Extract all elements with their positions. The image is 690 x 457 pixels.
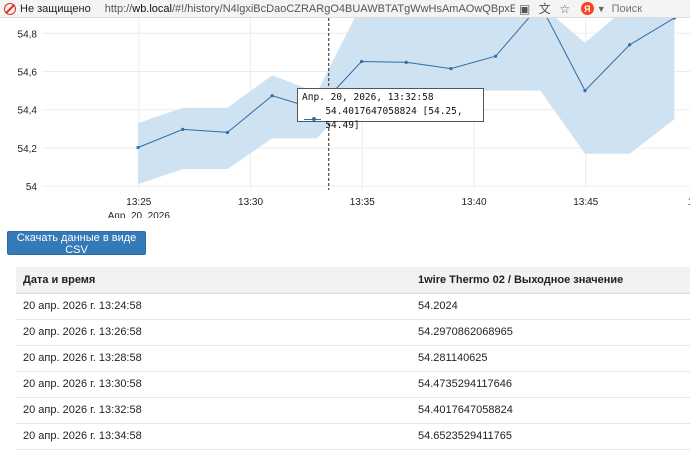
table-row: 20 апр. 2026 г. 13:28:58 54.281140625: [16, 345, 690, 371]
shield-warning-icon: [4, 3, 16, 15]
cell-value: 54.2970862068965: [411, 319, 690, 345]
x-tick-label: 13:40: [461, 197, 486, 208]
y-tick-label: 54,8: [18, 29, 38, 40]
cell-datetime: 20 апр. 2026 г. 13:26:58: [16, 319, 411, 345]
security-indicator[interactable]: Не защищено: [0, 0, 91, 18]
cell-value: 54.281140625: [411, 345, 690, 371]
url-scheme: http://: [105, 3, 133, 15]
x-tick-label: 13:30: [238, 197, 263, 208]
translate-icon[interactable]: 文: [535, 0, 555, 18]
yandex-logo: Я: [581, 2, 594, 15]
address-bar[interactable]: http://wb.local/#!/history/N4lgxiBcDaoCZ…: [105, 3, 515, 15]
cell-value: 54.4017647058824: [411, 397, 690, 423]
table-row: 20 апр. 2026 г. 13:24:58 54.2024: [16, 293, 690, 319]
data-point: [271, 94, 274, 97]
data-point: [494, 55, 497, 58]
url-host: wb.local: [132, 3, 172, 15]
security-label: Не защищено: [20, 3, 91, 15]
x-tick-sublabel: Апр. 20, 2026: [108, 211, 171, 218]
cell-datetime: 20 апр. 2026 г. 13:30:58: [16, 371, 411, 397]
y-tick-label: 54,4: [18, 106, 38, 117]
table-row: 20 апр. 2026 г. 13:30:58 54.4735294117646: [16, 371, 690, 397]
cell-datetime: 20 апр. 2026 г. 13:24:58: [16, 293, 411, 319]
tooltip-series-swatch: [304, 119, 321, 120]
data-point: [136, 146, 139, 149]
data-point: [449, 67, 452, 70]
chart-tooltip: Апр. 20, 2026, 13:32:58 54.4017647058824…: [297, 88, 484, 122]
cell-value: 54.2024: [411, 293, 690, 319]
y-tick-label: 54,6: [18, 68, 38, 79]
data-point: [181, 128, 184, 131]
star-icon[interactable]: ☆: [555, 0, 575, 18]
y-tick-label: 54,2: [18, 144, 38, 155]
search-engine-selector[interactable]: Я ▼: [581, 2, 606, 15]
cell-datetime: 20 апр. 2026 г. 13:32:58: [16, 397, 411, 423]
data-point: [405, 61, 408, 64]
table-row: 20 апр. 2026 г. 13:34:58 54.6523529411765: [16, 423, 690, 449]
data-point: [583, 89, 586, 92]
tooltip-value: 54.4017647058824 [54.25, 54.49]: [325, 105, 479, 133]
browser-toolbar: Не защищено http://wb.local/#!/history/N…: [0, 0, 690, 18]
cell-datetime: 20 апр. 2026 г. 13:34:58: [16, 423, 411, 449]
download-csv-button[interactable]: Скачать данные в виде CSV: [7, 231, 146, 255]
data-point: [360, 60, 363, 63]
column-header-datetime: Дата и время: [16, 267, 411, 293]
url-path: /#!/history/N4lgxiBcDaoCZRARgO4BUAWBTATg…: [172, 3, 515, 15]
cell-value: 54.6523529411765: [411, 423, 690, 449]
column-header-value: 1wire Thermo 02 / Выходное значение: [411, 267, 690, 293]
y-tick-label: 54: [26, 182, 38, 193]
reader-view-icon[interactable]: ▣: [515, 0, 535, 18]
history-table: Дата и время 1wire Thermo 02 / Выходное …: [16, 267, 690, 450]
cell-value: 54.4735294117646: [411, 371, 690, 397]
data-point: [226, 131, 229, 134]
search-input[interactable]: [612, 3, 682, 15]
history-chart[interactable]: 54 54,2 54,4 54,6 54,8 13:25 Апр. 20, 2026 13:3…: [0, 18, 690, 218]
tooltip-title: Апр. 20, 2026, 13:32:58: [302, 91, 479, 105]
table-row: 20 апр. 2026 г. 13:26:58 54.2970862068965: [16, 319, 690, 345]
x-tick-label: 13:25: [126, 197, 151, 208]
cell-datetime: 20 апр. 2026 г. 13:28:58: [16, 345, 411, 371]
chevron-down-icon: ▼: [597, 4, 606, 14]
data-point: [628, 43, 631, 46]
x-tick-label: 13:35: [350, 197, 375, 208]
table-header-row: Дата и время 1wire Thermo 02 / Выходное …: [16, 267, 690, 293]
table-row: 20 апр. 2026 г. 13:32:58 54.4017647058824: [16, 397, 690, 423]
x-tick-label: 13:45: [573, 197, 598, 208]
